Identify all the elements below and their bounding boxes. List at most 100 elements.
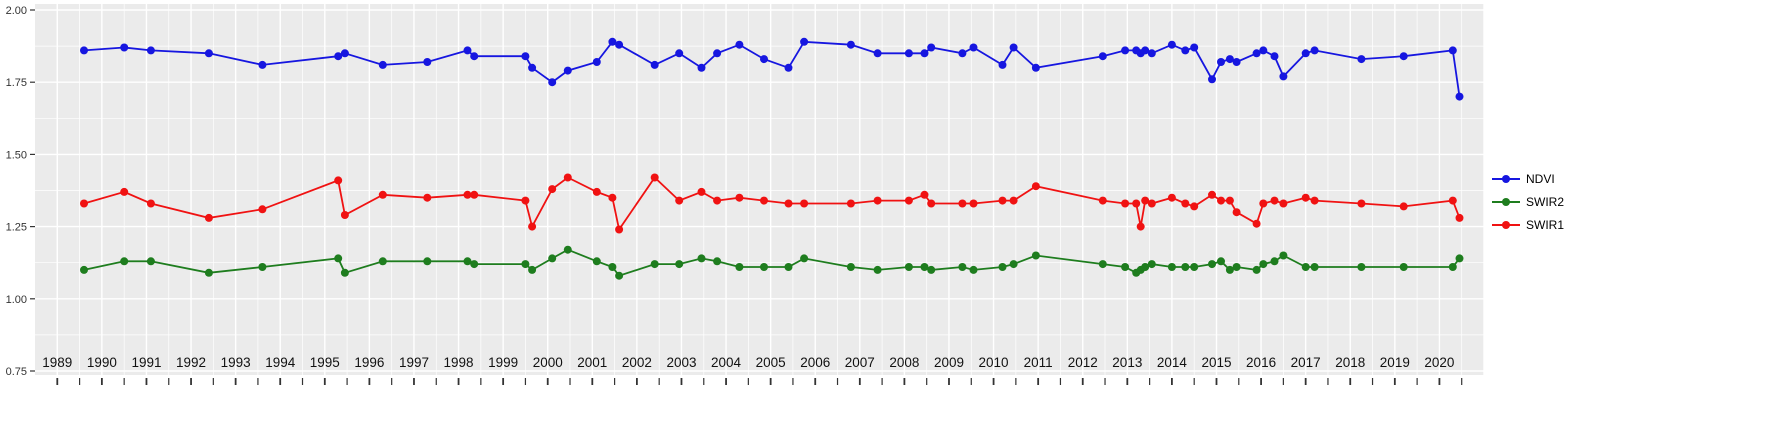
legend-label-swir2: SWIR2 [1526,195,1565,209]
x-tick-label: 2011 [1024,355,1053,370]
data-point-ndvi [873,49,882,58]
legend-key-ndvi [1492,172,1520,186]
data-point-swir2 [204,268,213,277]
data-point-swir2 [1357,263,1366,271]
data-point-swir2 [521,260,530,269]
data-point-ndvi [340,49,349,58]
data-point-swir1 [1208,190,1216,199]
data-point-swir2 [463,257,472,266]
data-point-ndvi [563,66,572,75]
x-tick-label: 2002 [622,355,652,370]
data-point-ndvi [615,40,624,49]
data-point-ndvi [1208,75,1216,84]
data-point-ndvi [1279,72,1288,81]
data-point-swir2 [969,265,978,274]
data-point-swir1 [1181,199,1190,208]
legend-item-ndvi[interactable]: NDVI [1492,169,1564,189]
series-swir1 [80,173,1464,234]
x-tick-label: 2007 [845,355,875,370]
data-point-ndvi [1217,58,1225,66]
data-point-swir1 [1399,202,1408,211]
data-point-swir1 [463,190,472,199]
data-point-ndvi [1167,40,1176,49]
data-point-ndvi [927,43,936,52]
data-point-swir2 [1181,263,1190,271]
y-tick-label: 0.75 [6,366,27,378]
data-point-swir2 [650,260,659,269]
data-point-ndvi [146,46,155,55]
data-point-swir2 [1225,265,1234,274]
data-point-swir1 [1225,196,1234,205]
data-point-swir2 [927,265,936,274]
x-tick-label: 2020 [1424,355,1454,370]
data-point-swir2 [1399,263,1408,271]
x-tick-label: 2005 [756,355,786,370]
x-tick-label: 2012 [1068,355,1098,370]
data-point-swir2 [80,265,88,274]
data-point-ndvi [1448,46,1457,55]
data-point-swir1 [873,196,882,205]
data-point-swir1 [1190,202,1199,211]
data-point-ndvi [713,49,722,58]
data-point-ndvi [528,63,537,72]
data-point-swir2 [1301,263,1310,271]
data-point-swir2 [120,257,129,266]
data-point-ndvi [1252,49,1261,58]
data-point-swir1 [423,193,432,202]
data-point-swir1 [1357,199,1366,208]
data-point-ndvi [1009,43,1018,52]
data-point-swir2 [1208,260,1216,269]
data-point-swir2 [1252,265,1261,274]
data-point-swir2 [258,263,267,271]
data-point-ndvi [1301,49,1310,58]
data-point-swir2 [873,265,882,274]
legend-key-swir1 [1492,218,1520,232]
x-tick-label: 1996 [354,355,384,370]
data-point-ndvi [904,49,913,58]
data-point-swir1 [1259,199,1268,208]
data-point-swir2 [697,254,706,263]
data-point-swir2 [713,257,722,266]
data-point-swir2 [800,254,809,263]
data-point-swir2 [1009,260,1018,269]
data-point-swir1 [146,199,155,208]
x-tick-label: 2008 [889,355,919,370]
data-point-swir2 [563,245,572,254]
gridlines [35,4,1485,375]
data-point-ndvi [1259,46,1268,55]
x-tick-label: 1989 [42,355,72,370]
data-point-swir2 [1232,263,1241,271]
data-point-swir1 [1147,199,1156,208]
data-point-swir1 [650,173,659,182]
data-point-ndvi [470,52,479,61]
data-point-swir1 [521,196,530,205]
data-point-ndvi [204,49,213,58]
data-point-swir1 [1252,219,1261,228]
legend-item-swir1[interactable]: SWIR1 [1492,215,1564,235]
data-point-ndvi [463,46,472,55]
legend-label-swir1: SWIR1 [1526,218,1565,232]
data-point-ndvi [120,43,129,52]
x-tick-label: 2017 [1291,355,1321,370]
data-point-ndvi [1098,52,1107,61]
data-point-ndvi [378,60,387,69]
data-point-swir2 [920,263,929,271]
data-point-swir1 [334,176,343,185]
data-point-swir1 [80,199,88,208]
data-point-swir1 [675,196,684,205]
data-point-swir1 [1448,196,1457,205]
data-point-ndvi [423,58,432,66]
data-point-swir1 [258,205,267,214]
legend-item-swir2[interactable]: SWIR2 [1492,192,1564,212]
data-point-ndvi [1455,92,1464,101]
legend-label-ndvi: NDVI [1526,172,1555,186]
data-point-swir1 [920,190,929,199]
x-tick-label: 2000 [533,355,563,370]
x-tick-label: 1997 [399,355,429,370]
data-point-ndvi [650,60,659,69]
data-point-swir1 [998,196,1007,205]
data-point-swir2 [528,265,537,274]
data-point-ndvi [1181,46,1190,55]
